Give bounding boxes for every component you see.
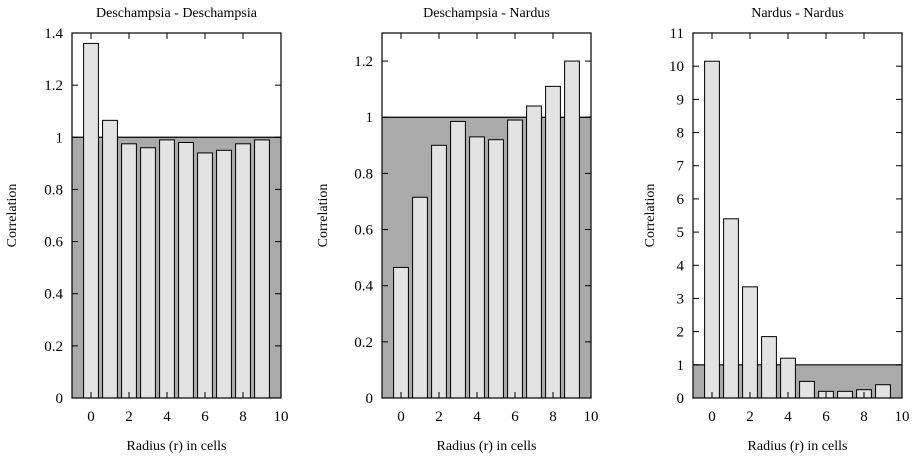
bar-r9 xyxy=(564,60,580,399)
chart-title: Deschampsia - Nardus xyxy=(423,6,550,21)
bar-r7 xyxy=(216,149,232,399)
bar-r0 xyxy=(393,266,409,399)
chart-panel-2: 0 0.2 0.4 0.6 0.8 1 1.2 0 2 4 6 8 10 Deschampsia - Na… xyxy=(316,6,599,454)
y-tick-label: 8 xyxy=(677,126,685,142)
y-tick-label: 1.4 xyxy=(44,26,63,42)
x-tick-label: 6 xyxy=(511,409,519,425)
bar-r0 xyxy=(704,60,720,399)
x-tick-label: 10 xyxy=(895,409,910,425)
bar-r7 xyxy=(526,105,542,399)
y-tick-label: 5 xyxy=(677,225,685,241)
chart-title: Deschampsia - Deschampsia xyxy=(96,6,258,21)
x-tick-label: 8 xyxy=(239,409,247,425)
x-tick-label: 0 xyxy=(87,409,95,425)
bar-r3 xyxy=(140,147,156,399)
y-tick-label: 10 xyxy=(669,59,684,75)
y-tick-label: 4 xyxy=(677,258,685,274)
x-tick-label: 6 xyxy=(201,409,209,425)
x-tick-label: 8 xyxy=(860,409,868,425)
bar-r8 xyxy=(545,85,561,399)
y-tick-label: 9 xyxy=(677,92,685,108)
y-tick-label: 11 xyxy=(670,26,684,42)
y-tick-label: 1 xyxy=(677,358,685,374)
y-tick-label: 0.4 xyxy=(354,279,373,295)
bar-r3 xyxy=(450,120,466,399)
x-tick-label: 4 xyxy=(163,409,171,425)
bar-r1 xyxy=(723,218,739,399)
bar-r5 xyxy=(488,139,504,399)
bar-r2 xyxy=(431,144,447,399)
y-tick-label: 1.2 xyxy=(354,54,373,70)
bar-r6 xyxy=(507,119,523,399)
x-tick-label: 6 xyxy=(822,409,830,425)
y-tick-label: 0 xyxy=(56,391,64,407)
y-axis-label: Correlation xyxy=(643,184,658,248)
bar-r0 xyxy=(83,42,99,399)
y-tick-label: 0.2 xyxy=(44,339,63,355)
x-axis-label: Radius (r) in cells xyxy=(127,439,227,454)
bar-r4 xyxy=(469,136,485,399)
y-axis-label: Correlation xyxy=(316,184,331,248)
x-tick-label: 4 xyxy=(784,409,792,425)
x-tick-label: 2 xyxy=(746,409,754,425)
x-tick-label: 0 xyxy=(708,409,716,425)
bar-r1 xyxy=(102,119,118,399)
bar-r9 xyxy=(875,384,891,399)
y-tick-label: 0.8 xyxy=(44,182,63,198)
x-tick-label: 4 xyxy=(473,409,481,425)
bar-r5 xyxy=(178,142,194,399)
x-axis-label: Radius (r) in cells xyxy=(748,439,848,454)
x-tick-label: 0 xyxy=(397,409,405,425)
bar-r5 xyxy=(799,380,815,399)
x-tick-label: 2 xyxy=(435,409,443,425)
y-tick-label: 0 xyxy=(677,391,685,407)
y-tick-label: 2 xyxy=(677,325,685,341)
y-tick-label: 1 xyxy=(366,110,374,126)
y-tick-label: 1 xyxy=(56,130,64,146)
x-tick-label: 10 xyxy=(274,409,289,425)
y-tick-label: 7 xyxy=(677,159,685,175)
chart-title: Nardus - Nardus xyxy=(751,6,844,21)
y-tick-label: 1.2 xyxy=(44,78,63,94)
bar-r8 xyxy=(235,143,251,399)
y-tick-label: 0.2 xyxy=(354,335,373,351)
y-tick-label: 0.4 xyxy=(44,287,63,303)
bar-r9 xyxy=(254,139,270,399)
x-tick-label: 8 xyxy=(549,409,557,425)
bar-r3 xyxy=(761,336,777,399)
x-tick-label: 2 xyxy=(125,409,133,425)
y-tick-label: 3 xyxy=(677,291,685,307)
chart-panel-3: 0 1 2 3 4 5 6 7 8 9 10 11 0 2 4 6 8 10 Nardus - Nardus Radi… xyxy=(643,6,910,454)
plot-frame xyxy=(381,32,592,399)
bar-r6 xyxy=(197,152,213,399)
y-tick-label: 6 xyxy=(677,192,685,208)
y-axis-label: Correlation xyxy=(5,184,20,248)
bar-r2 xyxy=(121,143,137,399)
x-axis-label: Radius (r) in cells xyxy=(437,439,537,454)
bar-r2 xyxy=(742,286,758,399)
bar-r7 xyxy=(837,390,853,399)
plot-frame xyxy=(692,32,903,399)
y-tick-label: 0.8 xyxy=(354,166,373,182)
y-tick-label: 0.6 xyxy=(44,235,63,251)
chart-panel-1: 0 0.2 0.4 0.6 0.8 1 1.2 1.4 0 2 4 6 8 10 Deschampsia -… xyxy=(5,6,289,454)
plot-frame xyxy=(71,32,282,399)
bar-r4 xyxy=(159,139,175,399)
y-tick-label: 0 xyxy=(366,391,374,407)
x-tick-label: 10 xyxy=(584,409,599,425)
y-tick-label: 0.6 xyxy=(354,223,373,239)
bar-r1 xyxy=(412,196,428,399)
